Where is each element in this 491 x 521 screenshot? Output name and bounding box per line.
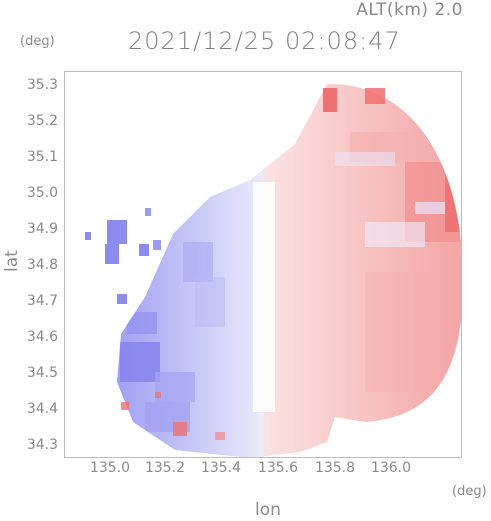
x-axis-title: lon — [255, 500, 281, 520]
y-tick-label: 35.3 — [26, 77, 58, 93]
receding-echo-spots — [121, 88, 385, 440]
radar-echo-field — [117, 83, 461, 457]
x-unit-label: (deg) — [452, 484, 487, 499]
y-tick-label: 35.1 — [26, 149, 58, 165]
y-tick-label: 34.6 — [26, 329, 58, 345]
y-tick-label: 34.8 — [26, 257, 58, 273]
timestamp-title: 2021/12/25 02:08:47 — [128, 27, 401, 55]
isolated-echoes — [85, 208, 161, 310]
y-tick-label: 34.4 — [26, 401, 58, 417]
y-tick-label: 35.2 — [26, 113, 58, 129]
radar-plot-area — [64, 71, 462, 458]
y-tick-label: 34.3 — [26, 437, 58, 453]
y-tick-label: 34.9 — [26, 221, 58, 237]
x-tick-label: 135.4 — [200, 460, 242, 476]
radar-image — [85, 83, 461, 457]
x-tick-label: 135.6 — [257, 460, 299, 476]
y-unit-label: (deg) — [20, 34, 55, 49]
y-tick-label: 34.5 — [26, 365, 58, 381]
x-tick-label: 136.0 — [370, 460, 412, 476]
altitude-label: ALT(km) 2.0 — [356, 0, 463, 20]
y-tick-label: 35.0 — [26, 185, 58, 201]
y-tick-label: 34.7 — [26, 293, 58, 309]
x-tick-label: 135.2 — [144, 460, 186, 476]
x-tick-label: 135.0 — [89, 460, 131, 476]
y-axis-title: lat — [2, 250, 22, 272]
x-tick-label: 135.8 — [314, 460, 356, 476]
